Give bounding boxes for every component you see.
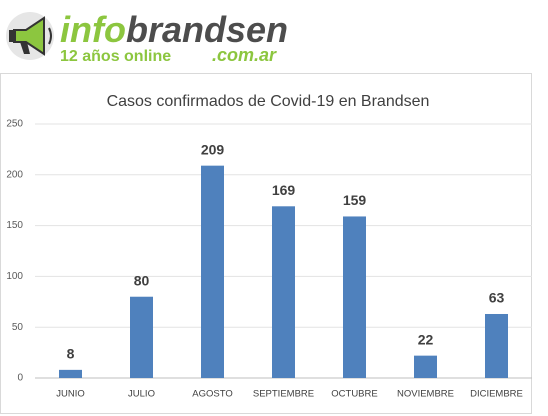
value-label: 209 bbox=[201, 141, 225, 157]
y-tick-label: 0 bbox=[17, 373, 23, 384]
chart-title: Casos confirmados de Covid-19 en Brandse… bbox=[107, 93, 430, 110]
x-tick-label: JUNIO bbox=[56, 389, 85, 400]
x-tick-label: NOVIEMBRE bbox=[397, 389, 454, 400]
y-tick-label: 250 bbox=[6, 119, 23, 130]
bar bbox=[485, 313, 508, 378]
value-label: 159 bbox=[343, 192, 367, 208]
bar bbox=[414, 355, 437, 378]
y-tick-label: 50 bbox=[12, 322, 24, 333]
logo-name: infobrandsen bbox=[60, 9, 288, 50]
x-tick-label: OCTUBRE bbox=[331, 389, 377, 400]
bar bbox=[59, 369, 82, 378]
value-label: 63 bbox=[489, 290, 505, 306]
logo-icon bbox=[6, 12, 54, 60]
value-label: 80 bbox=[134, 272, 150, 288]
bar bbox=[130, 296, 153, 378]
y-tick-label: 200 bbox=[6, 169, 23, 180]
logo-name-part1: info bbox=[60, 9, 126, 50]
y-tick-label: 100 bbox=[6, 271, 23, 282]
x-tick-label: SEPTIEMBRE bbox=[253, 389, 314, 400]
y-tick-label: 150 bbox=[6, 220, 23, 231]
logo-tagline: 12 años online bbox=[60, 48, 171, 65]
x-tick-label: JULIO bbox=[128, 389, 155, 400]
bar bbox=[343, 216, 366, 378]
value-label: 8 bbox=[67, 346, 75, 362]
logo-name-part2: brandsen bbox=[126, 9, 288, 50]
logo-domain: .com.ar bbox=[212, 45, 277, 65]
chart-frame bbox=[0, 73, 532, 414]
bar bbox=[272, 206, 295, 378]
x-tick-label: DICIEMBRE bbox=[470, 389, 523, 400]
value-label: 22 bbox=[418, 331, 434, 347]
value-label: 169 bbox=[272, 182, 296, 198]
x-tick-label: AGOSTO bbox=[192, 389, 232, 400]
bar bbox=[201, 165, 224, 378]
